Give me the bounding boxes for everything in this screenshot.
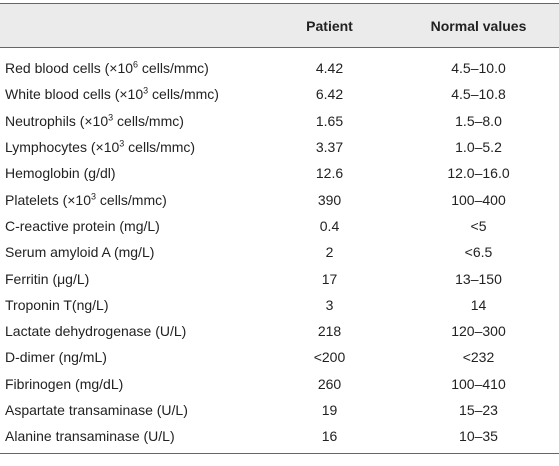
table-header: Patient Normal values (0, 3, 559, 48)
header-cell: Normal values (398, 3, 559, 48)
value-cell: 13–150 (455, 270, 502, 287)
value-cell: 4.42 (315, 60, 344, 77)
label-exponent: 6 (133, 59, 139, 70)
value-cell: 100–400 (451, 191, 506, 208)
value-cell: 4.5–10.8 (451, 86, 506, 103)
value-cell: 218 (317, 323, 342, 340)
table-row: Hemoglobin (g/dl) 12.6 12.0–16.0 (0, 160, 559, 186)
value-cell: 12.0–16.0 (447, 165, 510, 182)
table-row: Platelets (×103 cells/mmc) 390 100–400 (0, 186, 559, 212)
value-cell: 19 (321, 402, 338, 418)
label-text: Platelets (×10 (5, 191, 91, 208)
table-row: Serum amyloid A (mg/L) 2 <6.5 (0, 239, 559, 265)
value-cell: 17 (321, 270, 338, 287)
label-unit: cells/mmc) (148, 86, 219, 103)
label-cell: Alanine transaminase (U/L) (0, 423, 261, 455)
table-row: Ferritin (μg/L) 17 13–150 (0, 265, 559, 291)
value-cell: 6.42 (315, 86, 344, 103)
table-row: Fibrinogen (mg/dL) 260 100–410 (0, 371, 559, 397)
label-unit: cells/mmc) (138, 60, 209, 77)
value-cell: 12.6 (315, 165, 344, 182)
label-text: Neutrophils (×10 (5, 112, 109, 129)
value-cell: 16 (261, 423, 398, 455)
value-cell: 15–23 (459, 402, 498, 418)
label-cell: Lactate dehydrogenase (U/L) (5, 323, 187, 340)
label-exponent: 3 (108, 112, 114, 123)
table-row: Lymphocytes (×103 cells/mmc) 3.37 1.0–5.2 (0, 134, 559, 160)
table-row: Neutrophils (×103 cells/mmc) 1.65 1.5–8.0 (0, 108, 559, 134)
label-text: Red blood cells (×10 (5, 60, 134, 77)
label-cell: D-dimer (ng/mL) (5, 349, 107, 366)
header-cell: Patient (261, 3, 398, 48)
table-row: Troponin T(ng/L) 3 14 (0, 292, 559, 318)
value-cell: 3 (325, 296, 334, 313)
label-text: Lymphocytes (×10 (5, 139, 120, 156)
header-cell (0, 3, 261, 48)
label-exponent: 3 (91, 190, 97, 201)
label-cell: Red blood cells (×106 cells/mmc) (0, 48, 261, 82)
label-cell: Neutrophils (×103 cells/mmc) (0, 108, 261, 134)
value-cell: 10–35 (398, 423, 559, 455)
table-row: White blood cells (×103 cells/mmc) 6.42 4.… (0, 81, 559, 107)
label-cell: Platelets (×103 cells/mmc) (0, 186, 261, 212)
value-cell: 14 (470, 296, 487, 313)
value-cell: 1.5–8.0 (455, 112, 502, 129)
label-cell: Aspartate transaminase (U/L) (5, 402, 188, 418)
label-unit: cells/mmc) (96, 191, 167, 208)
table-row: Alanine transaminase (U/L) 16 10–35 (0, 423, 559, 455)
label-unit: cells/mmc) (113, 112, 184, 129)
label-cell: Troponin T(ng/L) (5, 296, 109, 313)
label-cell: Serum amyloid A (mg/L) (5, 244, 155, 261)
label-exponent: 3 (119, 138, 125, 149)
label-text: White blood cells (×10 (5, 86, 144, 103)
value-cell: 3.37 (315, 139, 344, 156)
value-cell: <5 (470, 217, 487, 234)
header-row: Patient Normal values (0, 3, 559, 48)
label-cell: Lymphocytes (×103 cells/mmc) (0, 134, 261, 160)
value-cell: 120–300 (451, 323, 506, 340)
label-cell: Hemoglobin (g/dl) (5, 165, 116, 182)
value-cell: <200 (313, 349, 346, 366)
page: Patient Normal values Red blood cells (×1… (0, 3, 559, 466)
table-row: C-reactive protein (mg/L) 0.4 <5 (0, 213, 559, 239)
value-cell: 2 (325, 244, 334, 261)
value-cell: 4.5–10.0 (451, 60, 506, 77)
label-cell: White blood cells (×103 cells/mmc) (0, 81, 261, 107)
value-cell: <6.5 (464, 244, 493, 261)
value-cell: 260 (317, 375, 342, 392)
lab-table: Patient Normal values Red blood cells (×1… (0, 3, 559, 455)
table-row: Red blood cells (×106 cells/mmc) 4.42 4.5–… (0, 48, 559, 82)
label-unit: cells/mmc) (124, 139, 196, 156)
label-cell: Fibrinogen (mg/dL) (5, 375, 124, 392)
label-cell: C-reactive protein (mg/L) (5, 217, 160, 234)
table-row: D-dimer (ng/mL) <200 <232 (0, 344, 559, 370)
label-cell: Ferritin (μg/L) (5, 270, 90, 287)
table-row: Lactate dehydrogenase (U/L) 218 120–300 (0, 318, 559, 344)
value-cell: 0.4 (319, 217, 340, 234)
label-exponent: 3 (143, 85, 149, 96)
value-cell: 100–410 (451, 375, 506, 392)
value-cell: 1.65 (315, 112, 344, 129)
value-cell: <232 (462, 349, 495, 366)
table-row: Aspartate transaminase (U/L) 19 15–23 (0, 397, 559, 423)
table-body: Red blood cells (×106 cells/mmc) 4.42 4.5–… (0, 48, 559, 455)
value-cell: 1.0–5.2 (455, 139, 502, 156)
value-cell: 390 (317, 191, 342, 208)
